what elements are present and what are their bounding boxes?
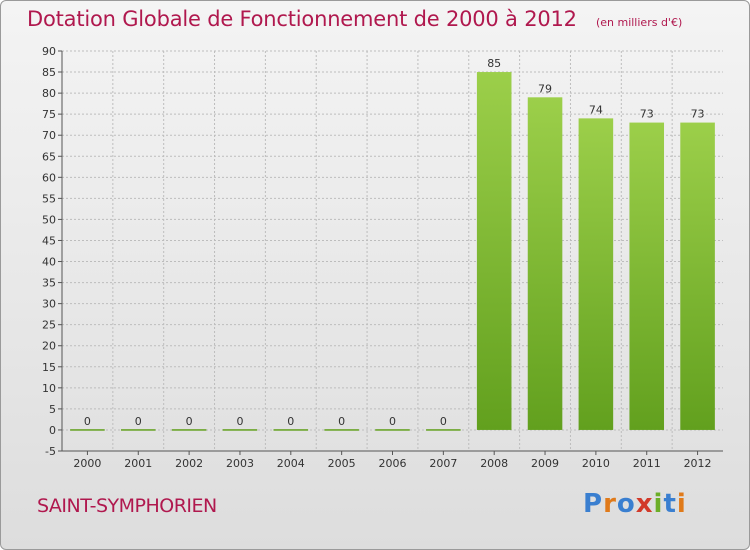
x-tick-label: 2009 [531, 457, 559, 470]
y-tick-label: 90 [42, 45, 56, 58]
bar-2002[interactable] [171, 429, 207, 431]
data-label: 79 [538, 82, 552, 95]
y-tick-label: 5 [49, 403, 56, 416]
bars [70, 72, 715, 431]
data-labels: 0 0 0 0 0 0 0 0 85 79 74 73 73 [84, 57, 705, 428]
x-tick-label: 2001 [124, 457, 152, 470]
bar-2010[interactable] [578, 118, 614, 430]
x-tick-label: 2004 [277, 457, 305, 470]
data-label: 0 [186, 415, 193, 428]
title-row: Dotation Globale de Fonctionnement de 20… [27, 7, 682, 31]
proxiti-logo[interactable]: Proxiti [583, 489, 687, 519]
y-tick-label: 80 [42, 87, 56, 100]
bar-2009[interactable] [527, 97, 563, 430]
y-tick-label: 50 [42, 213, 56, 226]
y-tick-label: 35 [42, 277, 56, 290]
data-label: 0 [135, 415, 142, 428]
data-label: 85 [487, 57, 501, 70]
x-tick-label: 2000 [73, 457, 101, 470]
bar-2004[interactable] [273, 429, 309, 431]
logo-letter: P [583, 489, 604, 519]
data-label: 0 [287, 415, 294, 428]
bar-2001[interactable] [120, 429, 156, 431]
x-tick-label: 2007 [429, 457, 457, 470]
y-tick-label: 20 [42, 340, 56, 353]
bar-2000[interactable] [70, 429, 105, 431]
logo-letter: i [653, 489, 664, 519]
data-label: 0 [389, 415, 396, 428]
y-tick-label: 60 [42, 171, 56, 184]
bar-2008[interactable] [476, 72, 512, 430]
bar-2007[interactable] [426, 429, 461, 431]
logo-letter: i [676, 489, 687, 519]
y-tick-label: 15 [42, 361, 56, 374]
bar-2003[interactable] [222, 429, 258, 431]
logo-letter: o [616, 489, 636, 519]
data-label: 0 [236, 415, 243, 428]
chart-title: Dotation Globale de Fonctionnement de 20… [27, 7, 577, 31]
bar-2011[interactable] [629, 122, 665, 430]
commune-name: SAINT-SYMPHORIEN [37, 495, 217, 517]
x-tick-labels: 2000 2001 2002 2003 2004 2005 2006 2007 2008 2009… [73, 457, 711, 470]
y-tick-label: 45 [42, 234, 56, 247]
bar-2012[interactable] [680, 122, 715, 430]
y-tick-label: 70 [42, 129, 56, 142]
y-tick-label: 30 [42, 298, 56, 311]
data-label: 0 [84, 415, 91, 428]
y-tick-labels: -5 0 5 10 15 20 25 30 35 40 45 50 55 60 65 70 75 80 85 90 [42, 45, 56, 458]
y-tick-label: 10 [42, 382, 56, 395]
x-tick-label: 2006 [379, 457, 407, 470]
x-tick-label: 2002 [175, 457, 203, 470]
y-tick-label: 85 [42, 66, 56, 79]
bar-2006[interactable] [375, 429, 410, 431]
logo-letter: t [663, 489, 677, 519]
y-tick-label: 75 [42, 108, 56, 121]
y-tick-label: 25 [42, 319, 56, 332]
x-tick-label: 2012 [684, 457, 712, 470]
x-tick-label: 2003 [226, 457, 254, 470]
x-tick-label: 2005 [328, 457, 356, 470]
logo-letter: r [603, 489, 617, 519]
bar-2005[interactable] [324, 429, 359, 431]
chart-subtitle: (en milliers d'€) [595, 16, 683, 29]
data-label: 73 [640, 108, 654, 121]
x-tick-label: 2011 [633, 457, 661, 470]
logo-letter: x [635, 489, 654, 519]
y-tick-label: -5 [45, 445, 56, 458]
data-label: 0 [440, 415, 447, 428]
y-tick-label: 0 [49, 424, 56, 437]
data-label: 73 [691, 108, 705, 121]
y-tick-label: 40 [42, 256, 56, 269]
y-tick-label: 65 [42, 150, 56, 163]
axes [58, 50, 723, 455]
y-tick-label: 55 [42, 192, 56, 205]
x-tick-label: 2010 [582, 457, 610, 470]
x-tick-label: 2008 [480, 457, 508, 470]
grid-lines [62, 50, 723, 452]
data-label: 0 [338, 415, 345, 428]
data-label: 74 [589, 103, 603, 116]
